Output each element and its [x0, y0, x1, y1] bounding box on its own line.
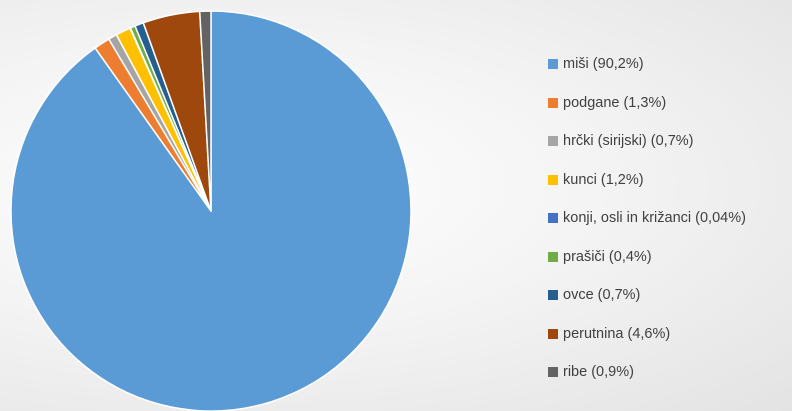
legend-label: prašiči (0,4%) [563, 248, 652, 265]
legend-label: podgane (1,3%) [563, 94, 667, 111]
legend-label: hrčki (sirijski) (0,7%) [563, 133, 694, 150]
chart-legend: miši (90,2%) podgane (1,3%) hrčki (sirijsk… [548, 45, 746, 392]
legend-item-2: hrčki (sirijski) (0,7%) [548, 122, 746, 161]
legend-swatch [548, 251, 558, 262]
legend-label: ribe (0,9%) [563, 364, 634, 381]
legend-swatch [548, 174, 558, 185]
legend-swatch [548, 290, 558, 301]
legend-swatch [548, 328, 558, 339]
legend-label: perutnina (4,6%) [563, 325, 671, 342]
legend-label: miši (90,2%) [563, 56, 644, 73]
pie-slices [10, 10, 412, 411]
legend-swatch [548, 59, 558, 70]
legend-swatch [548, 97, 558, 108]
legend-swatch [548, 213, 558, 224]
legend-item-4: konji, osli in križanci (0,04%) [548, 199, 746, 238]
legend-swatch [548, 367, 558, 378]
legend-label: kunci (1,2%) [563, 171, 644, 188]
legend-swatch [548, 136, 558, 147]
pie-slice-8 [198, 10, 212, 212]
legend-item-1: podgane (1,3%) [548, 84, 746, 123]
legend-item-6: ovce (0,7%) [548, 276, 746, 315]
legend-item-8: ribe (0,9%) [548, 353, 746, 392]
legend-item-5: prašiči (0,4%) [548, 238, 746, 277]
legend-label: ovce (0,7%) [563, 287, 641, 304]
legend-label: konji, osli in križanci (0,04%) [563, 210, 746, 227]
legend-item-0: miši (90,2%) [548, 45, 746, 84]
legend-item-7: perutnina (4,6%) [548, 315, 746, 354]
legend-item-3: kunci (1,2%) [548, 161, 746, 200]
